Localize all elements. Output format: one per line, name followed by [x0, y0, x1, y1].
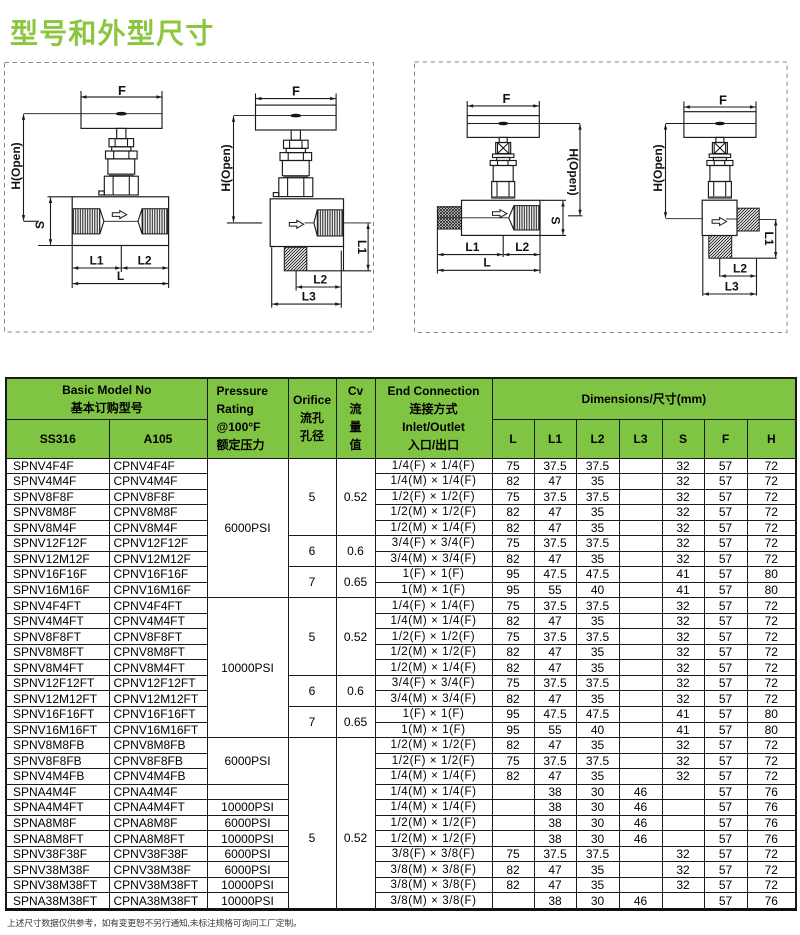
svg-text:L2: L2	[515, 240, 529, 254]
svg-text:H(Open): H(Open)	[567, 148, 581, 195]
svg-text:L: L	[483, 256, 490, 270]
svg-text:F: F	[292, 84, 300, 99]
svg-text:L1: L1	[355, 240, 369, 254]
svg-text:L1: L1	[90, 254, 104, 268]
svg-text:L3: L3	[725, 279, 739, 293]
svg-text:L2: L2	[733, 261, 747, 275]
svg-text:L3: L3	[302, 289, 316, 303]
svg-text:S: S	[33, 221, 47, 229]
svg-text:S: S	[549, 216, 563, 224]
svg-text:F: F	[719, 92, 727, 107]
svg-text:L2: L2	[313, 272, 327, 286]
svg-text:H(Open): H(Open)	[219, 144, 233, 191]
svg-text:H(Open): H(Open)	[9, 142, 23, 189]
svg-text:L1: L1	[762, 231, 776, 245]
svg-text:L1: L1	[465, 240, 479, 254]
svg-text:L2: L2	[138, 254, 152, 268]
svg-text:F: F	[118, 83, 126, 98]
svg-text:H(Open): H(Open)	[651, 144, 665, 191]
svg-text:F: F	[503, 91, 511, 106]
svg-text:L: L	[117, 269, 124, 283]
